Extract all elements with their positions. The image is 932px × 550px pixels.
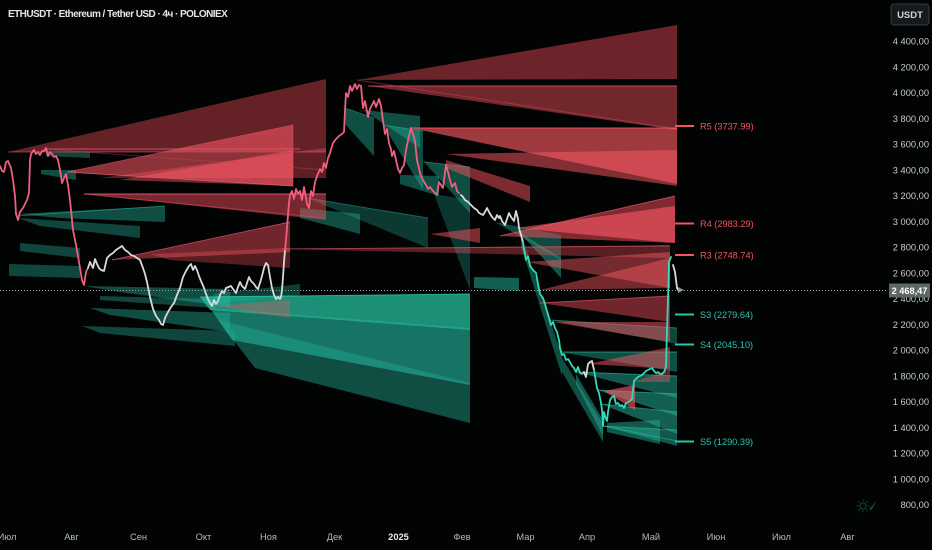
svg-text:800,00: 800,00 bbox=[901, 500, 929, 510]
svg-text:2025: 2025 bbox=[388, 532, 409, 542]
svg-text:Мар: Мар bbox=[516, 532, 534, 542]
svg-text:Апр: Апр bbox=[579, 532, 595, 542]
svg-text:Окт: Окт bbox=[196, 532, 212, 542]
svg-text:4 400,00: 4 400,00 bbox=[893, 37, 929, 47]
svg-text:1 800,00: 1 800,00 bbox=[893, 371, 929, 381]
svg-text:3 000,00: 3 000,00 bbox=[893, 217, 929, 227]
svg-text:Сен: Сен bbox=[130, 532, 147, 542]
svg-text:ETHUSDT · Ethereum / Tether US: ETHUSDT · Ethereum / Tether USD · 4ч · P… bbox=[8, 9, 228, 20]
svg-text:Май: Май bbox=[642, 532, 660, 542]
svg-text:3 800,00: 3 800,00 bbox=[893, 114, 929, 124]
svg-text:Авг: Авг bbox=[64, 532, 79, 542]
svg-text:Июн: Июн bbox=[707, 532, 726, 542]
svg-text:R3 (2748.74): R3 (2748.74) bbox=[700, 250, 754, 260]
svg-text:2 468,47: 2 468,47 bbox=[892, 286, 928, 296]
svg-text:2 400,00: 2 400,00 bbox=[893, 294, 929, 304]
svg-text:R4 (2983.29): R4 (2983.29) bbox=[700, 219, 754, 229]
svg-text:3 200,00: 3 200,00 bbox=[893, 191, 929, 201]
svg-text:1 400,00: 1 400,00 bbox=[893, 423, 929, 433]
svg-text:Фев: Фев bbox=[453, 532, 470, 542]
svg-text:4 200,00: 4 200,00 bbox=[893, 63, 929, 73]
svg-text:S5 (1290.39): S5 (1290.39) bbox=[700, 437, 753, 447]
svg-text:2 200,00: 2 200,00 bbox=[893, 320, 929, 330]
svg-text:1 200,00: 1 200,00 bbox=[893, 449, 929, 459]
svg-text:3 400,00: 3 400,00 bbox=[893, 165, 929, 175]
svg-text:S3 (2279.64): S3 (2279.64) bbox=[700, 310, 753, 320]
svg-text:Авг: Авг bbox=[840, 532, 855, 542]
svg-text:2 800,00: 2 800,00 bbox=[893, 243, 929, 253]
svg-text:4 000,00: 4 000,00 bbox=[893, 88, 929, 98]
svg-text:Дек: Дек bbox=[327, 532, 343, 542]
svg-text:USDT: USDT bbox=[897, 10, 923, 21]
svg-text:2 000,00: 2 000,00 bbox=[893, 346, 929, 356]
svg-text:S4 (2045.10): S4 (2045.10) bbox=[700, 340, 753, 350]
svg-text:Ноя: Ноя bbox=[260, 532, 277, 542]
svg-text:Июл: Июл bbox=[0, 532, 16, 542]
svg-text:3 600,00: 3 600,00 bbox=[893, 140, 929, 150]
svg-text:R5 (3737.99): R5 (3737.99) bbox=[700, 121, 754, 131]
svg-text:Июл: Июл bbox=[772, 532, 791, 542]
svg-text:1 600,00: 1 600,00 bbox=[893, 397, 929, 407]
svg-text:2 600,00: 2 600,00 bbox=[893, 268, 929, 278]
svg-text:1 000,00: 1 000,00 bbox=[893, 474, 929, 484]
